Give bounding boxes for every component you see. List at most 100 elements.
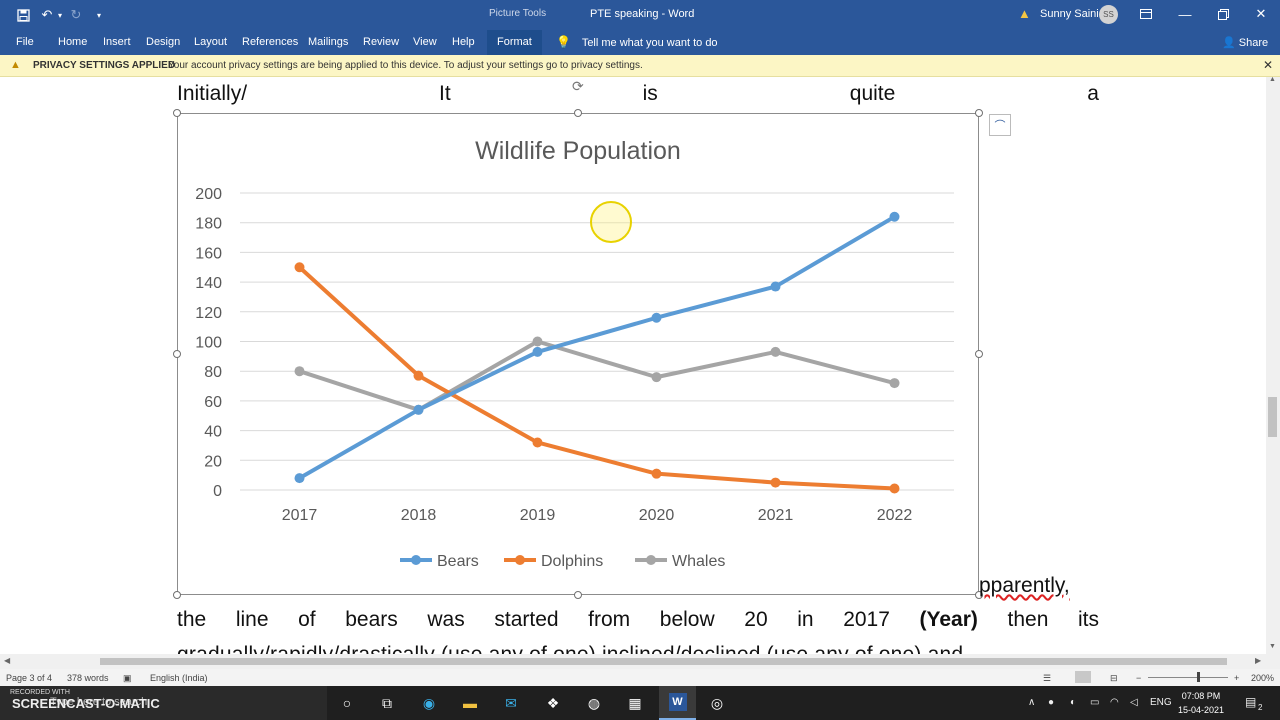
volume-icon[interactable]: ◁ (1130, 697, 1138, 708)
language[interactable]: English (India) (150, 673, 208, 683)
zoom-in-icon[interactable]: + (1234, 673, 1240, 683)
close-button[interactable]: ✕ (1255, 6, 1267, 21)
paragraph-line: the line of bears was started from below 20 in 201… (177, 608, 1099, 632)
y-tick-label: 140 (195, 275, 222, 292)
close-message-icon[interactable]: ✕ (1263, 58, 1274, 72)
undo-icon[interactable]: ↶ (41, 7, 53, 22)
tab-mailings[interactable]: Mailings (308, 36, 349, 48)
warning-icon[interactable]: ▲ (1018, 6, 1031, 21)
print-layout-icon[interactable] (1075, 671, 1091, 683)
ribbon-display-options-icon[interactable] (1133, 4, 1159, 24)
scroll-up-icon[interactable]: ▲ (1269, 76, 1276, 83)
app-icon[interactable]: ◍ (587, 694, 601, 711)
resize-handle[interactable] (975, 591, 983, 599)
tab-references[interactable]: References (242, 36, 299, 48)
scroll-right-icon[interactable]: ▶ (1255, 656, 1262, 665)
word-count[interactable]: 378 words (67, 673, 109, 683)
scroll-thumb[interactable] (1268, 397, 1277, 437)
chart-frame[interactable]: Wildlife Population 0 20 40 60 80 100 120 140 160… (177, 113, 979, 595)
clock[interactable]: 07:08 PM 15-04-2021 (1178, 689, 1224, 717)
taskbar: Type here to search RECORDED WITH SCREEN… (0, 686, 1280, 720)
x-tick-label: 2019 (520, 507, 556, 524)
proofing-icon[interactable]: ▣ (123, 673, 132, 683)
chart-title: Wildlife Population (475, 137, 681, 165)
undo-dropdown-icon[interactable]: ▾ (57, 10, 62, 20)
tab-help[interactable]: Help (452, 36, 475, 48)
resize-handle[interactable] (975, 109, 983, 117)
web-layout-icon[interactable]: ⊟ (1110, 673, 1118, 683)
show-hidden-icons-icon[interactable]: ∧ (1028, 697, 1036, 708)
zoom-slider[interactable] (1148, 677, 1228, 678)
y-tick-label: 40 (204, 424, 222, 441)
redo-icon[interactable]: ↻ (70, 7, 82, 22)
file-explorer-icon[interactable]: ▬ (463, 695, 477, 711)
resize-handle[interactable] (173, 350, 181, 358)
notification-icon[interactable]: ▤ (1245, 695, 1257, 709)
share-button[interactable]: 👤 Share (1222, 36, 1268, 49)
zoom-level[interactable]: 200% (1251, 673, 1275, 683)
layout-options-icon[interactable]: ⌒ (989, 114, 1011, 136)
data-point-bears (413, 404, 424, 415)
data-point-dolphins (770, 477, 781, 488)
avatar[interactable]: SS (1099, 5, 1118, 24)
mail-icon[interactable]: ✉ (505, 694, 517, 711)
focus-icon[interactable]: ☰ (1043, 673, 1052, 683)
restore-button[interactable] (1210, 4, 1236, 24)
tray-app-icon[interactable]: ● (1048, 697, 1055, 708)
cortana-icon[interactable]: ○ (342, 695, 352, 711)
legend-label: Dolphins (541, 553, 603, 570)
customize-quick-access-icon[interactable]: ▾ (96, 10, 101, 20)
wifi-icon[interactable]: ◠ (1110, 697, 1119, 708)
word-taskbar-icon[interactable]: W (659, 686, 696, 720)
edge-icon[interactable]: ◉ (422, 694, 436, 711)
recorder-icon[interactable]: ◎ (710, 694, 724, 711)
tab-format[interactable]: Format (487, 30, 542, 55)
resize-handle[interactable] (173, 109, 181, 117)
battery-icon[interactable]: ▭ (1090, 697, 1100, 708)
minimize-button[interactable]: — (1178, 6, 1192, 22)
tab-insert[interactable]: Insert (103, 36, 131, 48)
word: 20 (744, 608, 768, 631)
task-view-icon[interactable]: ⧉ (382, 694, 392, 711)
y-tick-label: 60 (204, 394, 222, 411)
word: Initially/ (177, 82, 248, 105)
scroll-left-icon[interactable]: ◀ (4, 656, 11, 665)
input-language[interactable]: ENG (1150, 697, 1172, 708)
paragraph-fragment: pparently, (979, 574, 1070, 597)
tell-me-search[interactable]: 💡 Tell me what you want to do (556, 35, 718, 49)
tray-app-icon[interactable]: ◐ (1070, 697, 1077, 708)
page-count[interactable]: Page 3 of 4 (6, 673, 53, 683)
tab-design[interactable]: Design (146, 36, 181, 48)
tab-layout[interactable]: Layout (194, 36, 228, 48)
privacy-message-bar: ▲ PRIVACY SETTINGS APPLIED Your account … (0, 55, 1280, 77)
tab-view[interactable]: View (413, 36, 437, 48)
zoom-slider-thumb[interactable] (1197, 672, 1200, 682)
dropbox-icon[interactable]: ❖ (546, 694, 560, 711)
rotate-handle-icon[interactable]: ⟳ (572, 78, 584, 94)
taskbar-search[interactable]: Type here to search RECORDED WITH SCREEN… (0, 686, 327, 720)
resize-handle[interactable] (173, 591, 181, 599)
tab-review[interactable]: Review (363, 36, 400, 48)
scroll-down-icon[interactable]: ▼ (1269, 643, 1276, 650)
horizontal-scrollbar[interactable]: ◀ ▶ (0, 654, 1280, 669)
document-page[interactable]: Initially/It is quite a Wildlife Population… (0, 77, 1266, 654)
x-tick-label: 2021 (758, 507, 794, 524)
ribbon-tabs: File Home Insert Design Layout Reference… (0, 30, 1280, 55)
legend-label: Whales (672, 553, 725, 570)
data-point-dolphins (889, 483, 900, 494)
data-point-dolphins (532, 437, 543, 448)
resize-handle[interactable] (975, 350, 983, 358)
scroll-thumb[interactable] (100, 658, 1227, 665)
resize-handle[interactable] (574, 591, 582, 599)
resize-handle[interactable] (574, 109, 582, 117)
vertical-scrollbar[interactable]: ▲ ▼ (1266, 76, 1280, 654)
save-icon[interactable] (14, 6, 32, 24)
user-name[interactable]: Sunny Saini (1040, 8, 1099, 20)
store-icon[interactable]: ▦ (628, 694, 642, 711)
zoom-out-icon[interactable]: − (1136, 673, 1142, 683)
tab-file[interactable]: File (16, 36, 34, 48)
word: It (439, 82, 451, 105)
y-tick-label: 120 (195, 305, 222, 322)
tab-home[interactable]: Home (58, 36, 88, 48)
document-title: PTE speaking - Word (590, 8, 695, 20)
